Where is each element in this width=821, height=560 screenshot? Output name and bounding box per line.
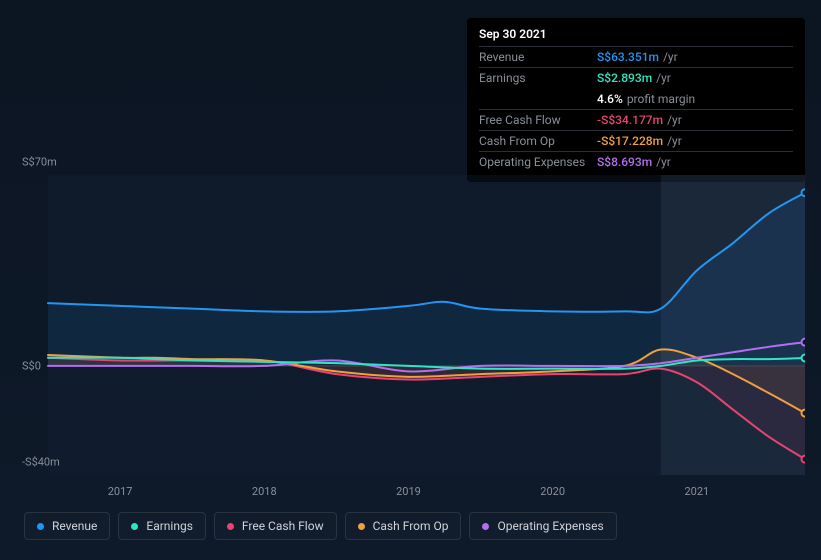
tooltip-row-label xyxy=(479,91,597,107)
chart-svg xyxy=(16,155,805,475)
tooltip-row-value: S$2.893m/yr xyxy=(597,70,671,86)
legend-dot-icon xyxy=(358,523,365,530)
tooltip-date: Sep 30 2021 xyxy=(479,26,793,46)
legend-dot-icon xyxy=(227,523,234,530)
tooltip-row-label: Free Cash Flow xyxy=(479,112,597,128)
tooltip-rows: RevenueS$63.351m/yrEarningsS$2.893m/yr4.… xyxy=(479,46,793,172)
tooltip-row-label: Cash From Op xyxy=(479,133,597,149)
legend-label: Operating Expenses xyxy=(497,519,603,533)
legend-dot-icon xyxy=(482,523,489,530)
x-axis-tick: 2020 xyxy=(540,485,565,498)
legend-item[interactable]: Cash From Op xyxy=(345,512,462,540)
tooltip-row: Free Cash Flow-S$34.177m/yr xyxy=(479,109,793,130)
x-axis-tick: 2018 xyxy=(252,485,277,498)
financials-chart[interactable]: S$70m S$0 -S$40m 20172018201920202021 xyxy=(16,155,805,475)
legend-label: Free Cash Flow xyxy=(242,519,324,533)
legend-dot-icon xyxy=(131,523,138,530)
tooltip-row-value: -S$17.228m/yr xyxy=(597,133,682,149)
tooltip-row-value: S$63.351m/yr xyxy=(597,49,678,65)
legend-item[interactable]: Earnings xyxy=(118,512,206,540)
tooltip-row-label: Revenue xyxy=(479,49,597,65)
legend-dot-icon xyxy=(37,523,44,530)
tooltip-row-value: -S$34.177m/yr xyxy=(597,112,682,128)
tooltip-row: EarningsS$2.893m/yr xyxy=(479,67,793,88)
legend-item[interactable]: Revenue xyxy=(24,512,110,540)
legend-label: Earnings xyxy=(146,519,193,533)
chart-legend: Revenue Earnings Free Cash Flow Cash From O… xyxy=(24,512,617,540)
x-axis-tick: 2019 xyxy=(396,485,421,498)
tooltip-row: 4.6%profit margin xyxy=(479,89,793,109)
tooltip-row-value: 4.6%profit margin xyxy=(597,91,695,107)
tooltip-row-label: Earnings xyxy=(479,70,597,86)
tooltip-row: RevenueS$63.351m/yr xyxy=(479,46,793,67)
y-axis-label-top: S$70m xyxy=(22,156,57,169)
y-axis-label-zero: S$0 xyxy=(22,359,41,372)
tooltip-row: Cash From Op-S$17.228m/yr xyxy=(479,130,793,151)
y-axis-label-bottom: -S$40m xyxy=(22,456,60,469)
x-axis-tick: 2017 xyxy=(108,485,133,498)
x-axis-tick: 2021 xyxy=(684,485,709,498)
legend-item[interactable]: Free Cash Flow xyxy=(214,512,337,540)
legend-label: Cash From Op xyxy=(373,519,449,533)
legend-label: Revenue xyxy=(52,519,97,533)
legend-item[interactable]: Operating Expenses xyxy=(469,512,616,540)
